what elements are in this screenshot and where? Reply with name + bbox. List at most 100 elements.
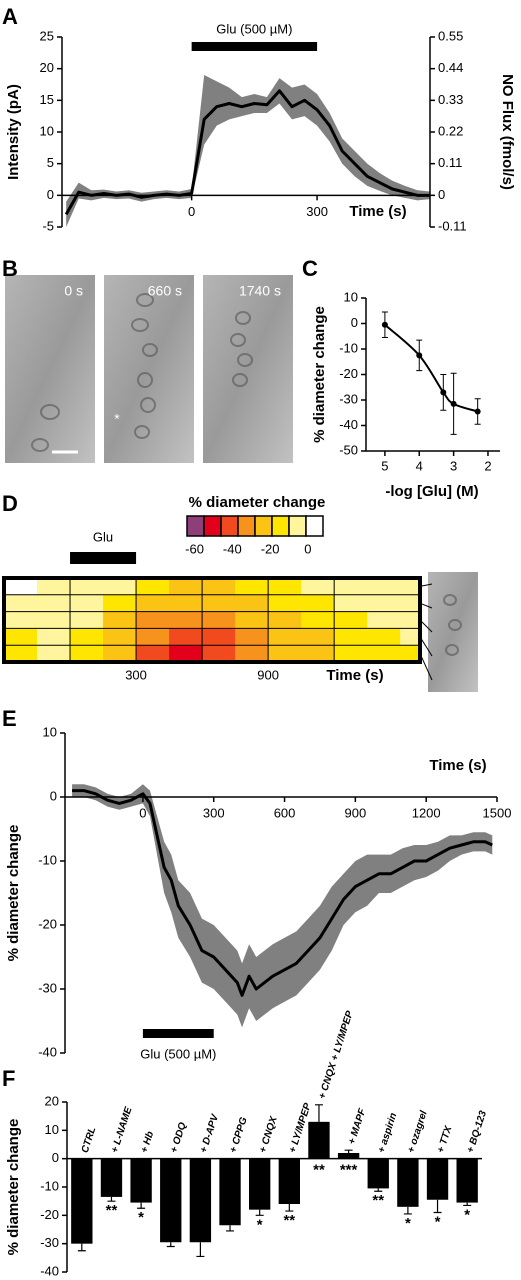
bar xyxy=(130,1158,152,1203)
y-tick-label: -50 xyxy=(339,442,358,457)
heatmap-cell xyxy=(103,578,137,596)
stimulus-bar xyxy=(142,1029,214,1038)
panel-label: F xyxy=(2,1066,15,1091)
category-label: + ODQ xyxy=(169,1121,189,1154)
frame-time: 1740 s xyxy=(239,283,281,299)
y-tick-label: -10 xyxy=(38,852,57,867)
heatmap-cell xyxy=(70,578,104,596)
y-tick-label: 0.11 xyxy=(438,155,462,170)
x-tick-label: 5 xyxy=(381,458,388,473)
category-label: + MAPF xyxy=(347,1107,369,1146)
heatmap-cell xyxy=(103,645,137,663)
y-tick-label: -30 xyxy=(38,980,57,995)
point xyxy=(381,321,388,328)
significance: ** xyxy=(313,1162,325,1179)
y-tick-label: 20 xyxy=(40,60,54,75)
bar xyxy=(367,1158,389,1189)
heatmap-cell xyxy=(367,645,401,663)
stimulus-label: Glu (500 µM) xyxy=(140,1046,216,1061)
bar xyxy=(189,1158,212,1243)
heatmap-cell xyxy=(70,611,104,629)
heatmap-cell xyxy=(136,645,170,663)
y-tick-label: 15 xyxy=(40,92,54,107)
y-tick-label: -20 xyxy=(38,916,57,931)
y-tick-label: -40 xyxy=(339,417,358,432)
error-bar xyxy=(166,1242,175,1248)
heatmap-cell xyxy=(301,578,335,596)
category-label: + CNQX + LY/MPEP xyxy=(317,1009,356,1100)
significance: * xyxy=(464,1206,470,1223)
x-tick-label: 300 xyxy=(203,805,225,820)
axis-label: % diameter change xyxy=(5,1119,22,1256)
heatmap-cell xyxy=(4,628,38,646)
category-label: + ozagrel xyxy=(406,1109,430,1154)
heatmap-cell xyxy=(400,594,421,613)
category-label: + D-APV xyxy=(198,1112,221,1154)
significance: * xyxy=(405,1215,411,1232)
significance: ** xyxy=(106,1202,118,1219)
row-connector xyxy=(419,619,433,633)
error-bar xyxy=(255,1209,264,1216)
panel-label: B xyxy=(2,256,18,281)
heatmap-cell xyxy=(334,611,368,629)
micrograph xyxy=(203,275,293,463)
heatmap-cell xyxy=(70,645,104,663)
x-axis-label: Time (s) xyxy=(429,757,486,774)
point xyxy=(416,352,423,359)
y-tick-label: -20 xyxy=(339,366,358,381)
colorbar-box xyxy=(220,515,239,537)
y-tick-label: 0 xyxy=(50,788,57,803)
error-bar xyxy=(137,1202,146,1209)
heatmap-cell xyxy=(367,594,401,613)
x-tick-label: 1500 xyxy=(483,805,512,820)
y-tick-label: -30 xyxy=(339,391,358,406)
heatmap-cell xyxy=(4,578,38,596)
heatmap-cell xyxy=(169,628,203,646)
x-axis-label: Time (s) xyxy=(349,203,406,220)
panel-label: E xyxy=(2,706,17,731)
y-tick-label: -0.11 xyxy=(438,218,467,233)
category-label: + TTX xyxy=(435,1124,454,1155)
y-tick-label: 0.22 xyxy=(438,123,463,138)
error-bar xyxy=(374,1188,383,1192)
significance: *** xyxy=(340,1162,358,1179)
colorbar-box xyxy=(203,515,222,537)
y-tick-label: -40 xyxy=(38,1044,57,1059)
heatmap-cell xyxy=(202,645,236,663)
heatmap-cell xyxy=(334,628,368,646)
error-bar xyxy=(77,1243,86,1252)
bar xyxy=(219,1158,241,1226)
heatmap-cell xyxy=(202,628,236,646)
heatmap-cell xyxy=(37,594,71,613)
heatmap-cell xyxy=(334,645,368,663)
frame-time: 660 s xyxy=(148,283,182,299)
significance: * xyxy=(257,1216,263,1233)
y-tick-label: 0 xyxy=(351,315,358,330)
category-label: + Hb xyxy=(139,1130,156,1154)
y-tick-label: 0 xyxy=(47,187,54,202)
point xyxy=(440,389,447,396)
bar xyxy=(160,1158,182,1243)
y-tick-label: -10 xyxy=(339,340,358,355)
error-bar xyxy=(226,1225,235,1232)
bar xyxy=(397,1158,419,1207)
line xyxy=(64,89,430,216)
heatmap-cell xyxy=(202,594,236,613)
heatmap-cell xyxy=(37,611,71,629)
x-tick-label: 3 xyxy=(450,458,457,473)
x-axis-label: -log [Glu] (M) xyxy=(385,483,478,500)
marker: * xyxy=(114,411,120,427)
frame-time: 0 s xyxy=(64,283,83,299)
heatmap-cell xyxy=(301,628,335,646)
y-tick-label: -20 xyxy=(40,1207,59,1222)
bar xyxy=(100,1158,123,1197)
axis-label: NO Flux (fmol/s) xyxy=(499,74,516,190)
heatmap-cell xyxy=(37,578,71,596)
stimulus-label: Glu (500 µM) xyxy=(216,21,292,36)
bar xyxy=(337,1153,360,1159)
line xyxy=(72,789,493,997)
heatmap-cell xyxy=(268,628,302,646)
stimulus-label: Glu xyxy=(93,529,113,544)
significance: * xyxy=(138,1209,144,1226)
y-tick-label: 0.55 xyxy=(438,28,463,43)
